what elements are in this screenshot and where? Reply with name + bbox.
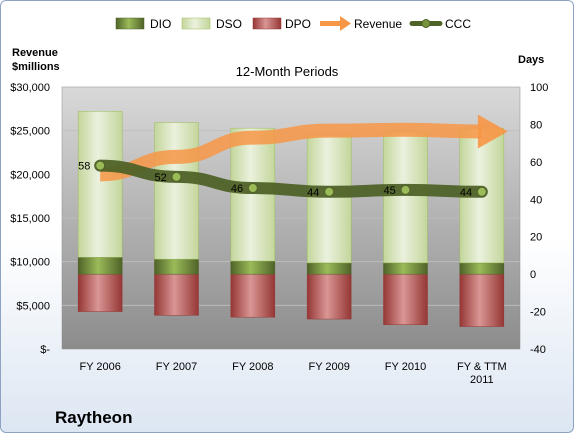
bar-dio (77, 257, 123, 275)
ccc-point (324, 186, 335, 197)
ccc-point (247, 183, 258, 194)
revenue-line (99, 122, 482, 182)
ccc-point (476, 186, 487, 197)
revenue-arrowhead (477, 114, 508, 149)
bar-dpo (383, 273, 428, 325)
left-tick-label: $15,000 (10, 213, 50, 225)
left-axis: $- $5,000 $10,000 $15,000 $20,000 $25,000 $30,… (10, 82, 50, 356)
left-tick-label: $5,000 (16, 300, 50, 312)
bar-dso (306, 135, 352, 264)
right-tick-label: 80 (530, 119, 542, 131)
ccc-data-label: 46 (231, 183, 243, 195)
legend-label: DIO (150, 17, 171, 31)
ccc-data-label: 44 (307, 187, 319, 199)
ccc-point (95, 160, 106, 171)
right-tick-label: 20 (530, 232, 542, 244)
ccc-point (400, 184, 411, 195)
legend-item-dso: DSO (181, 17, 242, 31)
ccc-data-label: 52 (155, 172, 167, 184)
legend-item-revenue: Revenue (320, 16, 402, 31)
bar-dio (306, 262, 352, 275)
right-tick-label: 40 (530, 194, 542, 206)
left-axis-title-line2: $millions (12, 61, 60, 73)
ccc-series: 58 52 46 44 45 44 (78, 159, 488, 199)
bar-dpo (77, 273, 123, 312)
ccc-data-label: 44 (460, 187, 472, 199)
bar-dio (383, 262, 428, 275)
bar-dpo (306, 273, 352, 320)
right-tick-label: -20 (530, 307, 546, 319)
ccc-data-label: 58 (78, 161, 90, 173)
bar-dio (154, 258, 199, 275)
left-tick-label: $30,000 (10, 82, 50, 94)
legend-label: DPO (285, 17, 311, 31)
revenue-series (99, 114, 508, 182)
left-tick-label: $- (40, 344, 50, 356)
x-tick-label: FY 2010 (385, 361, 426, 373)
right-tick-label: -40 (530, 344, 546, 356)
ccc-point (171, 171, 182, 182)
bar-dpo (459, 273, 505, 327)
bar-dso (154, 122, 199, 260)
chart-title: 12-Month Periods (236, 64, 339, 79)
legend-label: CCC (445, 17, 471, 31)
ccc-data-label: 45 (384, 185, 396, 197)
right-tick-label: 100 (530, 82, 548, 94)
legend-label: DSO (216, 17, 242, 31)
right-axis: -40 -20 0 20 40 60 80 100 (530, 82, 548, 356)
right-tick-label: 0 (530, 269, 536, 281)
x-tick-label: FY & TTM (457, 361, 507, 373)
legend-label: Revenue (354, 17, 402, 31)
bar-dio (230, 260, 276, 275)
bar-dso (77, 111, 123, 258)
bar-dio (459, 262, 505, 275)
left-tick-label: $20,000 (10, 169, 50, 181)
ccc-line (94, 159, 488, 198)
x-tick-label: FY 2009 (308, 361, 349, 373)
legend-item-dpo: DPO (252, 17, 311, 31)
bar-dso (383, 131, 428, 264)
x-tick-label: FY 2008 (232, 361, 273, 373)
x-axis: FY 2006 FY 2007 FY 2008 FY 2009 FY 2010 FY & … (79, 361, 506, 386)
bar-dpo (230, 273, 276, 318)
legend: DIO DSO DPO Revenue CCC (115, 16, 471, 31)
company-name: Raytheon (55, 408, 132, 427)
legend-item-dio: DIO (115, 17, 171, 31)
x-tick-label: FY 2007 (156, 361, 197, 373)
bar-dpo (154, 273, 199, 316)
right-tick-label: 60 (530, 157, 542, 169)
left-tick-label: $10,000 (10, 257, 50, 269)
x-tick-label: FY 2006 (79, 361, 120, 373)
left-tick-label: $25,000 (10, 126, 50, 138)
legend-item-ccc: CCC (409, 17, 471, 31)
x-tick-label: 2011 (470, 374, 494, 386)
bar-dso (230, 127, 276, 262)
right-axis-title: Days (518, 54, 544, 66)
left-axis-title-line1: Revenue (12, 47, 58, 59)
